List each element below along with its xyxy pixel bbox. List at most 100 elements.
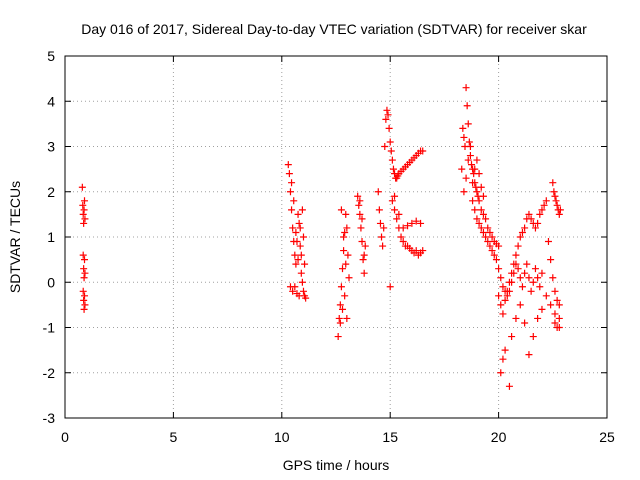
x-tick-label: 0 — [61, 429, 69, 445]
data-point — [521, 269, 529, 277]
data-point — [289, 287, 297, 295]
data-point — [296, 224, 304, 232]
data-point — [536, 210, 544, 218]
data-point — [473, 188, 481, 196]
data-point — [345, 274, 353, 282]
data-point — [293, 238, 301, 246]
data-point — [296, 242, 304, 250]
data-point — [525, 274, 533, 282]
data-point — [78, 183, 86, 191]
data-point — [477, 183, 485, 191]
data-point — [375, 206, 383, 214]
data-point — [514, 242, 522, 250]
data-point — [505, 278, 513, 286]
y-tick-label: 2 — [47, 184, 55, 200]
data-point — [525, 210, 533, 218]
data-point — [468, 161, 475, 169]
data-point — [471, 206, 479, 214]
data-point — [297, 251, 305, 259]
x-tick-label: 15 — [382, 429, 398, 445]
data-point — [360, 269, 368, 277]
data-point — [534, 219, 542, 227]
data-point — [374, 188, 382, 196]
data-point — [473, 156, 481, 164]
data-point — [542, 197, 550, 205]
data-point — [399, 238, 407, 246]
data-point — [295, 292, 303, 300]
data-point — [419, 247, 427, 255]
data-point — [297, 269, 305, 277]
data-point — [382, 115, 390, 123]
data-point — [79, 287, 87, 295]
data-point — [288, 206, 296, 214]
data-point — [391, 206, 399, 214]
x-tick-label: 25 — [599, 429, 615, 445]
data-point — [464, 120, 472, 128]
y-axis-label: SDTVAR / TECUs — [7, 181, 23, 293]
data-point — [531, 265, 539, 273]
data-point — [462, 174, 470, 182]
data-point — [492, 256, 500, 264]
data-point — [479, 228, 487, 236]
data-point — [527, 215, 535, 223]
data-points — [78, 84, 564, 390]
data-point — [295, 219, 303, 227]
data-point — [479, 210, 487, 218]
data-point — [393, 215, 401, 223]
data-point — [521, 224, 529, 232]
y-tick-label: -3 — [43, 410, 56, 426]
data-point — [497, 274, 505, 282]
data-point — [339, 305, 347, 313]
data-point — [505, 382, 513, 390]
data-point — [529, 278, 537, 286]
data-point — [495, 292, 503, 300]
data-point — [81, 301, 89, 309]
data-point — [550, 188, 558, 196]
data-point — [490, 251, 498, 259]
data-point — [342, 260, 350, 268]
data-point — [547, 301, 555, 309]
data-point — [343, 314, 351, 322]
data-point — [395, 210, 403, 218]
data-point — [284, 161, 292, 169]
data-point — [547, 256, 555, 264]
data-point — [460, 133, 468, 141]
data-point — [337, 283, 345, 291]
data-point — [292, 228, 300, 236]
data-point — [386, 138, 394, 146]
data-point — [484, 224, 492, 232]
data-point — [523, 260, 531, 268]
data-point — [302, 294, 310, 302]
y-tick-label: 1 — [47, 229, 55, 245]
data-point — [359, 256, 367, 264]
data-point — [553, 201, 561, 209]
data-point — [475, 170, 483, 178]
data-point — [358, 215, 366, 223]
data-point — [477, 224, 485, 232]
data-point — [288, 179, 296, 187]
data-point — [408, 219, 416, 227]
data-point — [503, 287, 511, 295]
data-point — [391, 192, 399, 200]
data-point — [81, 256, 89, 264]
data-point — [529, 333, 537, 341]
y-tick-label: 4 — [47, 93, 55, 109]
data-point — [482, 215, 490, 223]
data-point — [459, 124, 467, 132]
data-point — [484, 238, 492, 246]
data-point — [381, 143, 389, 150]
data-point — [343, 224, 351, 232]
y-tick-label: 5 — [47, 48, 55, 64]
data-point — [419, 147, 427, 155]
data-point — [81, 215, 89, 223]
data-point — [549, 274, 557, 282]
data-point — [501, 296, 509, 304]
data-point — [412, 217, 420, 225]
x-tick-label: 10 — [274, 429, 290, 445]
data-point — [534, 314, 542, 322]
data-point — [298, 206, 306, 214]
data-point — [499, 283, 507, 291]
data-point — [360, 251, 368, 259]
data-point — [344, 251, 352, 259]
